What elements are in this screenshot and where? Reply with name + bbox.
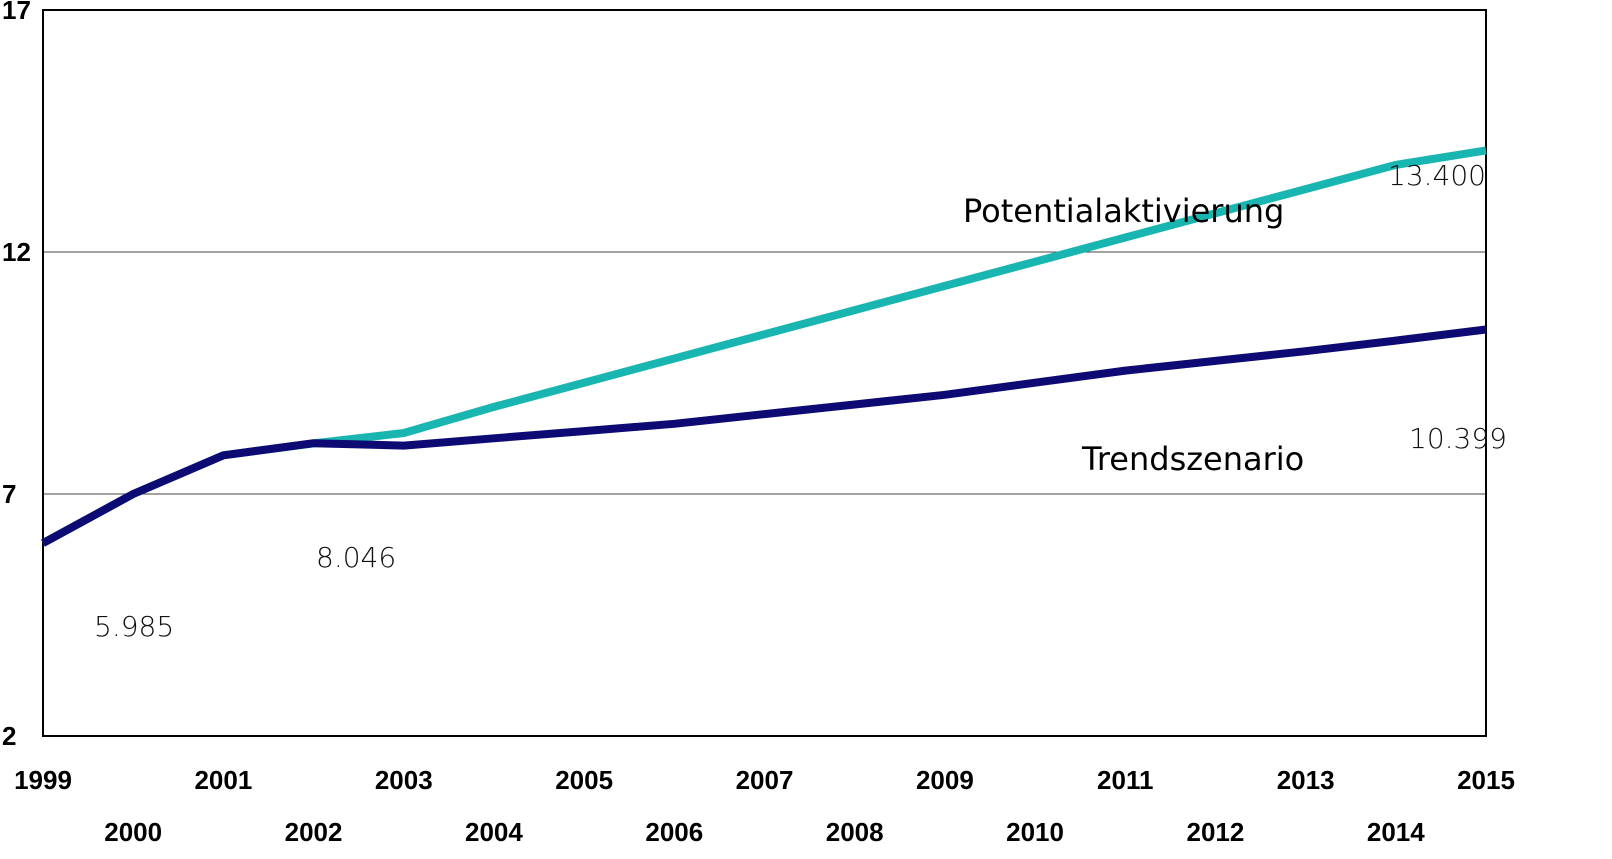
series-lines — [41, 146, 1487, 547]
series-label-trendszenario: Trendszenario — [1081, 440, 1304, 478]
x-tick-label: 2005 — [555, 765, 613, 795]
x-tick-label: 2004 — [465, 817, 523, 847]
y-axis-ticks: 2 7 12 17 — [2, 0, 31, 751]
plot-frame — [42, 9, 1487, 737]
annotation-potential-end-value: 13.400 — [1388, 159, 1486, 192]
annotation-2002-value: 8.046 — [316, 541, 396, 574]
x-tick-label: 2015 — [1457, 765, 1515, 795]
y-tick-label: 2 — [2, 721, 16, 751]
x-axis-ticks: 1999 2001 2003 2005 2007 2009 2011 2013 2015 2000… — [14, 765, 1515, 847]
x-tick-label: 2000 — [104, 817, 162, 847]
x-tick-label: 2007 — [736, 765, 794, 795]
x-tick-label: 2012 — [1187, 817, 1245, 847]
series-label-potentialaktivierung: Potentialaktivierung — [963, 192, 1284, 230]
x-tick-label: 2009 — [916, 765, 974, 795]
y-tick-label: 17 — [2, 0, 31, 25]
x-tick-label: 2013 — [1277, 765, 1335, 795]
gridlines — [43, 9, 1486, 495]
series-line-trendszenario — [41, 325, 1487, 547]
y-tick-label: 12 — [2, 237, 31, 267]
x-tick-label: 2008 — [826, 817, 884, 847]
x-tick-label: 2003 — [375, 765, 433, 795]
y-tick-label: 7 — [2, 479, 16, 509]
x-tick-label: 2011 — [1097, 765, 1153, 795]
x-tick-label: 1999 — [14, 765, 72, 795]
x-tick-label: 2001 — [194, 765, 252, 795]
annotation-start-value: 5.985 — [94, 610, 174, 643]
x-tick-label: 2006 — [645, 817, 703, 847]
annotation-trend-end-value: 10.399 — [1409, 422, 1507, 455]
x-tick-label: 2014 — [1367, 817, 1425, 847]
x-tick-label: 2002 — [285, 817, 343, 847]
x-tick-label: 2010 — [1006, 817, 1064, 847]
